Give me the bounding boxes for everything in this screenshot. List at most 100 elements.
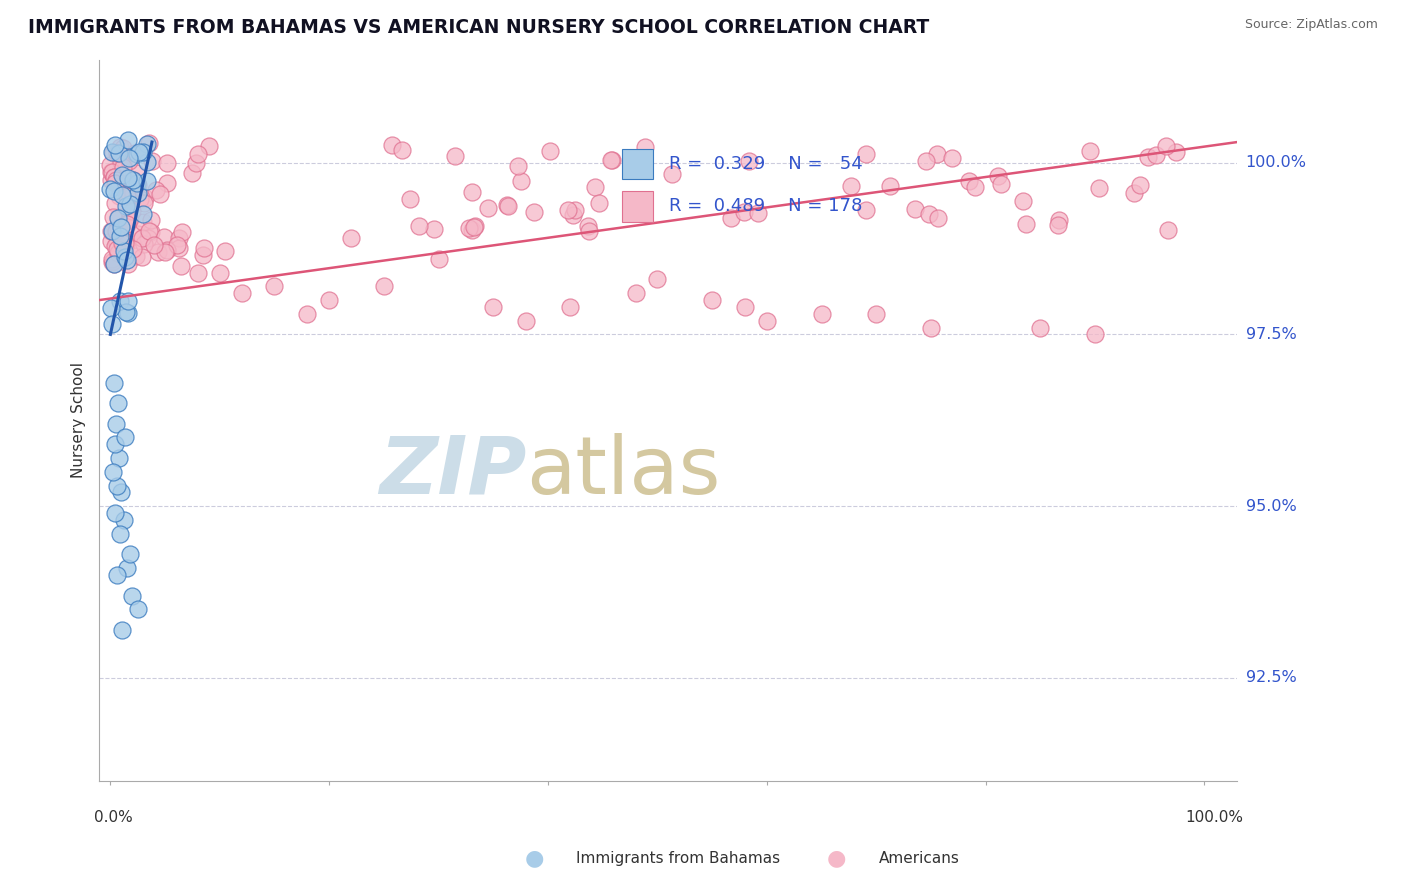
Point xyxy=(100,165,122,179)
Point xyxy=(115,189,138,203)
Point xyxy=(100,182,122,196)
Point xyxy=(141,154,163,169)
Point xyxy=(557,202,579,217)
Point xyxy=(576,219,599,234)
Point xyxy=(110,220,132,235)
Text: R =  0.489    N = 178: R = 0.489 N = 178 xyxy=(669,196,862,215)
Point xyxy=(107,249,129,263)
Point xyxy=(839,179,862,194)
Point xyxy=(920,320,942,334)
Point xyxy=(111,240,134,254)
Point xyxy=(110,244,132,258)
Point xyxy=(915,154,938,169)
Point xyxy=(127,186,149,200)
Point xyxy=(117,257,139,271)
Point xyxy=(495,198,517,212)
Point xyxy=(214,244,236,258)
Point xyxy=(108,189,131,203)
Point xyxy=(340,231,363,245)
Point xyxy=(115,218,138,232)
Point xyxy=(122,242,145,256)
Point xyxy=(506,159,529,173)
Point xyxy=(391,143,413,157)
Point xyxy=(101,465,124,479)
Point xyxy=(170,225,193,239)
Point xyxy=(927,211,949,225)
Point xyxy=(131,207,153,221)
Point xyxy=(125,249,148,263)
Point xyxy=(987,169,1010,183)
Text: ZIP: ZIP xyxy=(378,433,526,511)
Point xyxy=(114,250,136,264)
Point xyxy=(101,224,124,238)
Point xyxy=(734,300,756,314)
Point xyxy=(103,184,125,198)
Point xyxy=(1087,181,1109,195)
Point xyxy=(399,192,422,206)
Point xyxy=(990,178,1012,192)
Point xyxy=(128,145,150,159)
Point xyxy=(115,253,138,268)
Point xyxy=(139,212,162,227)
Point xyxy=(108,229,131,244)
Point xyxy=(661,167,683,181)
Point xyxy=(149,186,172,201)
Point xyxy=(100,158,122,172)
Point xyxy=(1144,148,1167,162)
Point xyxy=(564,203,586,218)
Point xyxy=(104,196,127,211)
Text: R =  0.329    N =   54: R = 0.329 N = 54 xyxy=(669,154,863,173)
Point xyxy=(121,173,143,187)
Point xyxy=(633,139,655,153)
Text: Immigrants from Bahamas: Immigrants from Bahamas xyxy=(576,851,780,865)
Text: Americans: Americans xyxy=(879,851,960,865)
Point xyxy=(136,137,159,152)
Point xyxy=(167,241,190,255)
Point xyxy=(105,243,128,257)
Point xyxy=(145,183,167,197)
Y-axis label: Nursery School: Nursery School xyxy=(72,362,86,478)
Point xyxy=(538,144,561,158)
Point xyxy=(118,152,141,166)
Point xyxy=(720,211,742,225)
Point xyxy=(117,305,139,319)
Point xyxy=(101,254,124,268)
FancyBboxPatch shape xyxy=(621,192,654,222)
Point xyxy=(108,139,131,153)
Point xyxy=(263,279,285,293)
Point xyxy=(115,189,138,203)
Point xyxy=(100,301,122,315)
Point xyxy=(103,170,125,185)
Text: 0.0%: 0.0% xyxy=(94,810,132,825)
Point xyxy=(108,146,131,161)
Point xyxy=(865,307,887,321)
Point xyxy=(156,156,179,170)
Point xyxy=(1154,139,1177,153)
Point xyxy=(231,286,253,301)
Point xyxy=(112,513,135,527)
Point xyxy=(121,203,143,218)
Point xyxy=(107,221,129,235)
Point xyxy=(647,272,669,286)
Point xyxy=(578,224,600,238)
Point xyxy=(120,547,142,561)
Point xyxy=(373,279,395,293)
Point xyxy=(135,155,157,169)
Point xyxy=(963,180,986,194)
Point xyxy=(108,451,131,466)
Point xyxy=(927,146,949,161)
Point xyxy=(115,305,138,319)
Point xyxy=(170,259,193,273)
Point xyxy=(101,145,124,160)
Point xyxy=(523,205,546,219)
Point xyxy=(105,224,128,238)
Point xyxy=(118,213,141,227)
Point xyxy=(125,146,148,161)
Point xyxy=(128,192,150,206)
Point xyxy=(115,199,138,213)
Point xyxy=(107,211,129,225)
Point xyxy=(879,178,901,193)
Point xyxy=(103,258,125,272)
Point xyxy=(463,220,485,235)
Point xyxy=(131,231,153,245)
